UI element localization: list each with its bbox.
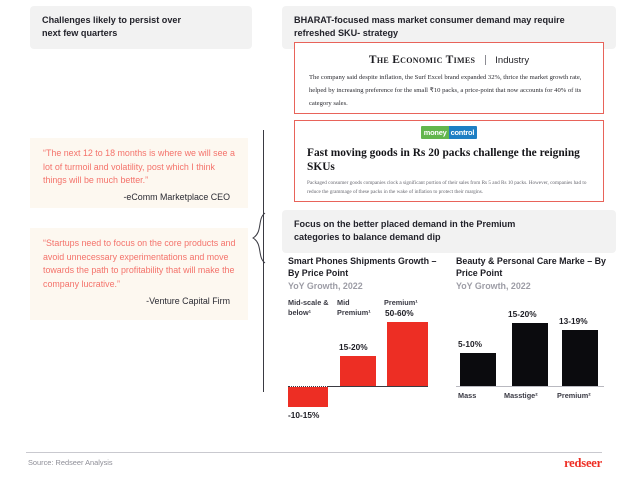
logo-money: money xyxy=(420,126,449,139)
bar-value-label-1: 15-20% xyxy=(339,342,368,353)
bar-value-label-0: 5-10% xyxy=(458,339,482,350)
bar-value-label-1: 15-20% xyxy=(508,309,537,320)
quote-text: “The next 12 to 18 months is where we wi… xyxy=(43,148,235,186)
banner-challenges-line1: Challenges likely to persist over xyxy=(42,15,181,25)
quote-card-ecomm-ceo: “The next 12 to 18 months is where we wi… xyxy=(30,138,248,208)
banner-focus-line1: Focus on the better placed demand in the… xyxy=(294,219,516,229)
chart-plot-area: Mid-scale & below¹ Mid Premium¹ Premium¹… xyxy=(288,298,446,420)
banner-challenges-line2: next few quarters xyxy=(42,27,118,38)
bar-value-label-2: 13-19% xyxy=(559,316,588,327)
bar-value-label-2: 50-60% xyxy=(385,308,414,319)
masthead-separator xyxy=(485,54,487,65)
bar-mid-scale-below xyxy=(288,387,328,408)
bar-mid-premium xyxy=(340,356,376,387)
masthead-title: The Economic Times xyxy=(368,54,476,66)
footer-divider xyxy=(26,452,602,453)
logo-control: control xyxy=(448,126,478,139)
axis-baseline xyxy=(456,386,604,388)
axis-baseline-dotted xyxy=(288,386,328,388)
quote-card-vc-firm: “Startups need to focus on the core prod… xyxy=(30,228,248,320)
footer-source: Source: Redseer Analysis xyxy=(28,458,113,467)
banner-bharat-sku: BHARAT-focused mass market consumer dema… xyxy=(282,6,616,49)
quote-attribution: -Venture Capital Firm xyxy=(146,295,230,306)
clipping-moneycontrol: money control Fast moving goods in Rs 20 … xyxy=(294,120,604,202)
banner-challenges: Challenges likely to persist over next f… xyxy=(30,6,252,49)
category-label-2: Premium² xyxy=(557,391,591,401)
clipping-economic-times: The Economic Times Industry The company … xyxy=(294,42,604,114)
banner-focus-line2: categories to balance demand dip xyxy=(294,231,441,242)
axis-baseline xyxy=(328,386,428,388)
category-label-1: Mid Premium¹ xyxy=(337,298,371,317)
chart-plot-area: 5-10% 15-20% 13-19% Mass Masstige² Premi… xyxy=(456,298,616,416)
bar-masstige xyxy=(512,323,548,387)
redseer-logo: redseer xyxy=(564,456,602,470)
quote-attribution: -eComm Marketplace CEO xyxy=(123,191,230,202)
moneycontrol-logo: money control xyxy=(420,126,478,139)
chart-subtitle: YoY Growth, 2022 xyxy=(288,281,363,292)
economic-times-body: The company said despite inflation, the … xyxy=(309,74,582,107)
bar-mass xyxy=(460,353,496,387)
bar-premium xyxy=(562,330,598,387)
category-label-0: Mid-scale & below¹ xyxy=(288,298,329,317)
moneycontrol-headline: Fast moving goods in Rs 20 packs challen… xyxy=(307,147,580,173)
chart-beauty-personal-care: Beauty & Personal Care Marke – By Price … xyxy=(456,255,616,416)
banner-premium-focus: Focus on the better placed demand in the… xyxy=(282,210,616,253)
bar-value-label-0: -10-15% xyxy=(288,410,320,421)
bar-premium xyxy=(387,322,428,387)
masthead-section: Industry xyxy=(495,55,530,66)
category-label-0: Mass xyxy=(458,391,477,401)
category-label-1: Masstige² xyxy=(504,391,538,401)
moneycontrol-logo-wrap: money control xyxy=(295,126,603,144)
category-label-2: Premium¹ xyxy=(384,298,418,308)
banner-bharat-line2: refreshed SKU- strategy xyxy=(294,27,399,38)
chart-title: Beauty & Personal Care Marke – By Price … xyxy=(456,256,606,279)
moneycontrol-subtext: Packaged consumer goods companies clock … xyxy=(307,179,587,196)
chart-subtitle: YoY Growth, 2022 xyxy=(456,281,531,292)
economic-times-masthead: The Economic Times Industry xyxy=(295,50,603,68)
chart-smartphone-shipments: Smart Phones Shipments Growth – By Price… xyxy=(288,255,446,420)
quote-text: “Startups need to focus on the core prod… xyxy=(43,238,236,289)
banner-bharat-line1: BHARAT-focused mass market consumer dema… xyxy=(294,15,565,25)
brace-connector-icon xyxy=(252,212,266,264)
chart-title: Smart Phones Shipments Growth – By Price… xyxy=(288,256,437,279)
